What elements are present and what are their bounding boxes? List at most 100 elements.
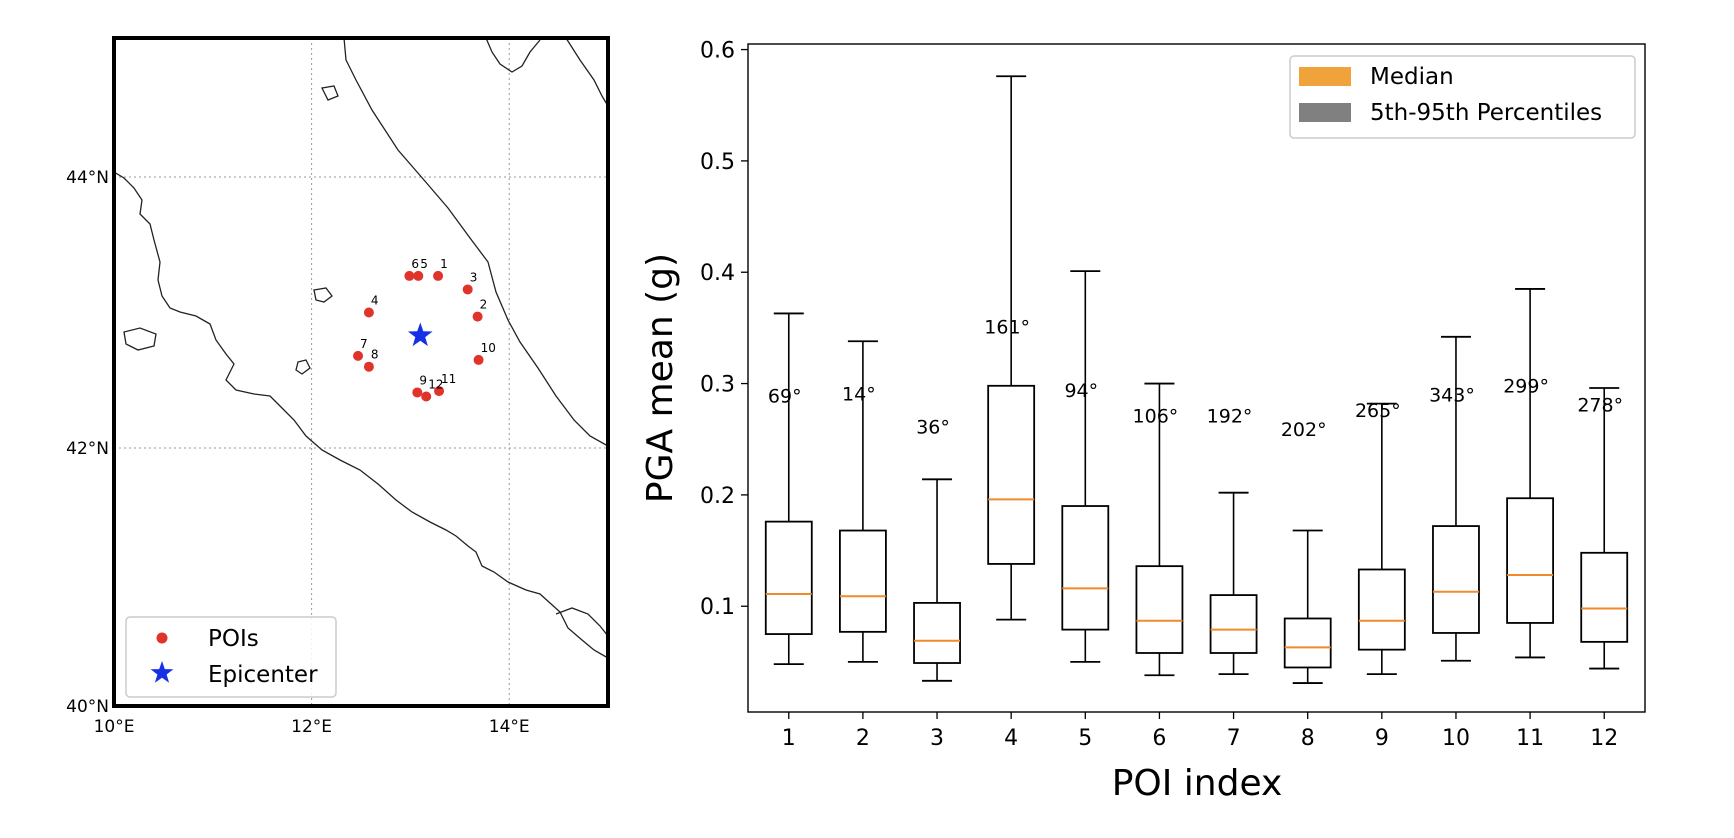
poi-marker (421, 391, 432, 402)
island-conero (321, 85, 339, 101)
x-tick-label: 5 (1078, 726, 1092, 751)
iqr-box (764, 520, 813, 635)
poi-marker (413, 270, 424, 281)
x-tick-label: 12 (1590, 726, 1618, 751)
coastline-gargano (555, 607, 608, 637)
island-corsica-tip (123, 327, 157, 351)
plot-legend-box (1289, 55, 1636, 139)
angle-annotation: 94° (1064, 380, 1098, 402)
boxplot-panel: 0.10.20.30.40.50.6 1 2 3 4 5 6 7 8 9 10 11 12 69° 14… (640, 39, 1646, 804)
island-giglio (295, 359, 311, 375)
box-poi-9: 265° (1355, 400, 1406, 676)
box-poi-1: 69° (764, 312, 813, 666)
angle-annotation: 36° (916, 417, 950, 439)
map-x-tick-label: 12°E (291, 717, 332, 737)
poi-marker (462, 284, 473, 295)
poi-label: 6 (411, 257, 419, 271)
map-legend: POIs Epicenter (125, 616, 337, 698)
angle-annotation: 343° (1429, 384, 1475, 406)
coastline-istria (485, 38, 541, 73)
box-poi-2: 14° (839, 340, 887, 663)
box-poi-7: 192° (1207, 406, 1258, 676)
poi-label: 12 (428, 378, 443, 392)
box-poi-6: 106° (1133, 382, 1184, 677)
x-tick-label: 7 (1227, 726, 1241, 751)
iqr-box (1432, 525, 1480, 634)
poi-marker (363, 361, 374, 372)
poi-marker (433, 270, 444, 281)
poi-label: 8 (371, 348, 379, 362)
map-legend-box (125, 616, 337, 698)
iqr-box (987, 384, 1036, 565)
iqr-box (1209, 594, 1258, 654)
x-tick-label: 1 (782, 726, 796, 751)
poi-marker (434, 386, 445, 397)
legend-poi-marker (156, 632, 168, 644)
boxes: 69° 14° 36° 161° 94° 106° 192° 202° 265° 343° 299°… (764, 75, 1629, 684)
y-axis: 0.1 0.2 0.3 0.4 0.5 0.6 (700, 39, 748, 620)
y-tick-label: 0.1 (700, 595, 735, 620)
poi-label: 7 (360, 337, 368, 351)
angle-annotation: 299° (1503, 375, 1549, 397)
legend-median-swatch (1299, 67, 1351, 86)
angle-annotation: 69° (768, 385, 802, 407)
legend-epicenter-label: Epicenter (208, 662, 318, 688)
box-poi-8: 202° (1281, 419, 1332, 684)
poi-label: 2 (480, 298, 488, 312)
x-tick-label: 11 (1516, 726, 1544, 751)
poi-marker (363, 307, 374, 318)
poi-label: 10 (481, 341, 496, 355)
island-elba (313, 287, 333, 303)
map-y-tick-label: 40°N (66, 697, 109, 717)
map-x-tick-label: 10°E (94, 717, 135, 737)
map-tick-labels: 10°E 12°E 14°E 44°N 42°N 40°N (66, 168, 529, 737)
x-tick-label: 10 (1442, 726, 1470, 751)
poi-marker (404, 270, 415, 281)
coastlines (114, 38, 608, 659)
x-tick-label: 6 (1152, 726, 1166, 751)
poi-label: 11 (441, 372, 456, 386)
coastline-tyrrhenian (114, 171, 608, 659)
map-y-tick-label: 44°N (66, 168, 109, 188)
coastline-adriatic (343, 38, 608, 447)
map-frame (112, 36, 610, 708)
legend-median-label: Median (1370, 64, 1454, 90)
box-poi-10: 343° (1429, 335, 1480, 662)
angle-annotation: 202° (1281, 419, 1327, 441)
map-gridlines (114, 38, 608, 706)
map-x-tick-label: 14°E (489, 717, 530, 737)
y-tick-label: 0.3 (700, 373, 735, 398)
box-poi-3: 36° (913, 417, 961, 682)
legend-epicenter-star-icon (150, 661, 174, 683)
angle-annotation: 106° (1133, 406, 1179, 428)
poi-marker (473, 354, 484, 365)
iqr-box (1135, 565, 1184, 654)
box-poi-5: 94° (1061, 270, 1110, 663)
y-axis-label: PGA mean (g) (640, 253, 681, 503)
iqr-box (1061, 505, 1110, 631)
iqr-box (839, 529, 887, 633)
poi-label: 9 (419, 373, 427, 387)
x-tick-label: 4 (1004, 726, 1018, 751)
poi-marker (472, 311, 483, 322)
iqr-box (1283, 617, 1332, 669)
y-tick-label: 0.6 (700, 39, 735, 64)
iqr-box (913, 601, 961, 664)
y-tick-label: 0.4 (700, 261, 735, 286)
legend-percentile-swatch (1299, 103, 1351, 122)
x-tick-label: 2 (856, 726, 870, 751)
epicenter-star-icon (407, 322, 433, 347)
map-panel: 10°E 12°E 14°E44°N42°N40°N 123456789101112… (66, 36, 610, 737)
box-poi-4: 161° (984, 75, 1036, 621)
poi-label: 5 (420, 257, 428, 271)
y-tick-label: 0.5 (700, 150, 735, 175)
angle-annotation: 161° (984, 316, 1030, 338)
x-tick-label: 9 (1375, 726, 1389, 751)
iqr-box (1580, 551, 1629, 643)
map-y-tick-label: 42°N (66, 439, 109, 459)
poi-label: 4 (371, 294, 379, 308)
x-tick-label: 8 (1301, 726, 1315, 751)
angle-annotation: 192° (1207, 406, 1253, 428)
x-tick-label: 3 (930, 726, 944, 751)
